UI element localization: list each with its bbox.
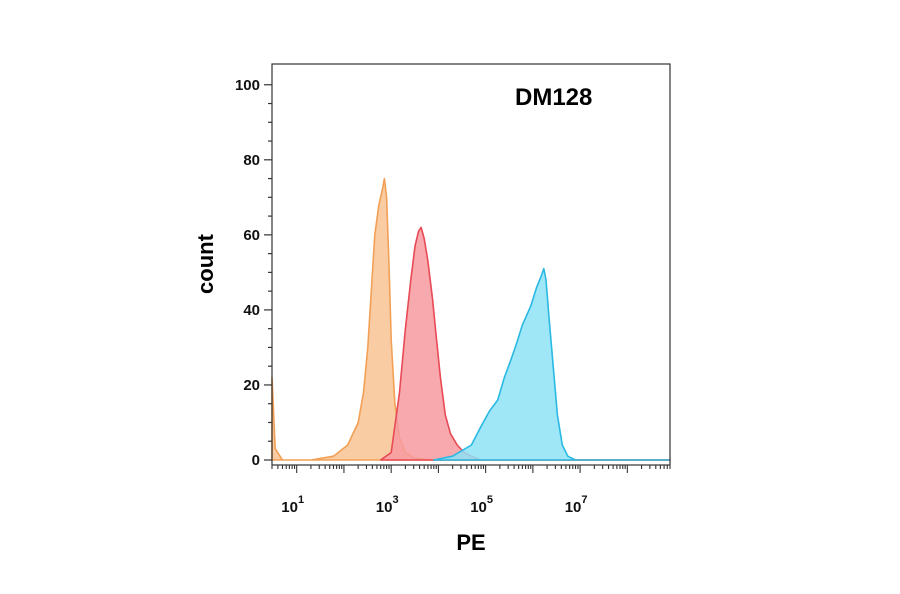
y-axis: 0 20 40 60 80 100 — [235, 77, 272, 469]
y-axis-label: count — [193, 233, 218, 294]
plot-frame — [271, 63, 671, 466]
y-tick-label: 0 — [252, 452, 260, 469]
series-layer — [271, 177, 671, 461]
x-tick-label: 103 — [376, 494, 399, 516]
y-tick-label: 80 — [243, 152, 260, 169]
chart-annotation: DM128 — [515, 84, 592, 111]
series-3-area — [433, 267, 671, 461]
y-tick-label: 60 — [243, 227, 260, 244]
y-tick-label: 20 — [243, 377, 260, 394]
y-tick-label: 40 — [243, 302, 260, 319]
x-tick-label: 105 — [470, 494, 493, 516]
x-axis-label: PE — [456, 530, 485, 555]
x-tick-label: 107 — [565, 494, 588, 516]
x-tick-label: 101 — [281, 494, 304, 516]
x-axis: 101 103 105 107 — [271, 465, 671, 516]
y-tick-label: 100 — [235, 77, 260, 94]
series-1-area — [271, 177, 671, 461]
